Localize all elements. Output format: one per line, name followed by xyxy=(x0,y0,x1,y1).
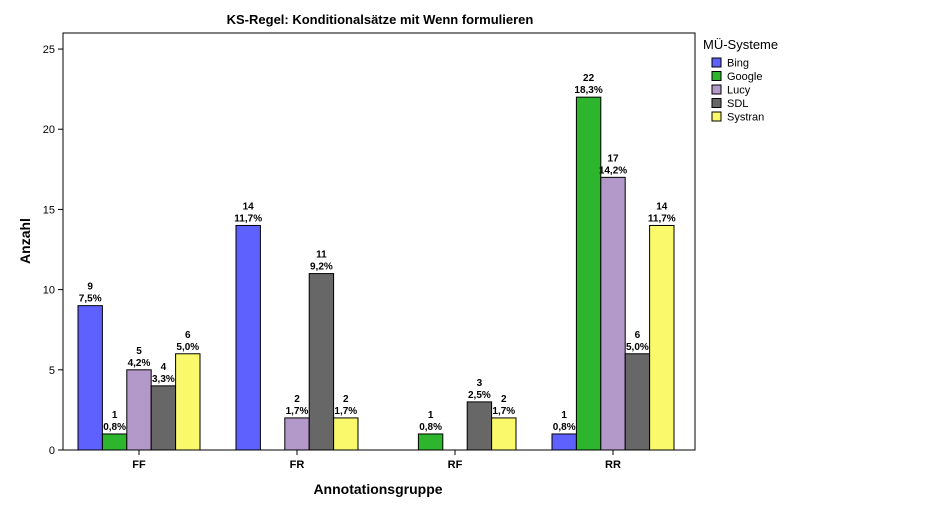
data-label-count: 1 xyxy=(428,410,434,421)
y-tick-label: 25 xyxy=(43,44,55,56)
data-label-count: 22 xyxy=(583,73,595,84)
legend-label-google: Google xyxy=(727,71,762,83)
x-tick-label: RR xyxy=(605,459,621,471)
bar-bing-rr xyxy=(551,433,577,451)
legend-swatch-lucy xyxy=(711,84,722,95)
bar-systran-rr xyxy=(649,224,675,451)
y-tick-label: 5 xyxy=(49,365,55,377)
legend-label-bing: Bing xyxy=(727,58,749,70)
legend-title: MÜ-Systeme xyxy=(703,37,778,52)
data-labels: 97,5%10,8%54,2% 43,3%65,0%1411,7%21,7%119… xyxy=(79,73,676,433)
x-tick-label: RF xyxy=(448,459,463,471)
data-label-percent: 9,2% xyxy=(310,262,333,273)
x-tick-label: FR xyxy=(290,459,305,471)
legend-swatch-sdl xyxy=(711,98,722,108)
y-tick-label: 15 xyxy=(43,204,55,216)
x-axis: FF FR RF RR xyxy=(132,450,621,471)
data-label-percent: 5,0% xyxy=(176,342,199,353)
y-tick-label: 20 xyxy=(43,124,55,136)
data-label-percent: 4,2% xyxy=(128,358,151,369)
y-tick-label: 0 xyxy=(49,445,55,457)
data-label-count: 1 xyxy=(561,410,567,421)
data-label-percent: 3,3% xyxy=(152,374,175,385)
data-label-count: 2 xyxy=(294,394,300,405)
data-label-count: 14 xyxy=(243,201,255,212)
x-axis-title: Annotationsgruppe xyxy=(313,481,442,497)
bar-sdl-rr xyxy=(624,353,651,451)
data-label-count: 2 xyxy=(501,394,507,405)
x-tick-label: FF xyxy=(132,459,146,471)
data-label-percent: 14,2% xyxy=(599,165,627,176)
bar-systran-ff xyxy=(175,353,201,451)
legend-swatch-systran xyxy=(711,111,722,122)
data-label-count: 17 xyxy=(607,153,619,164)
data-label-count: 6 xyxy=(185,330,191,341)
data-label-count: 1 xyxy=(112,410,118,421)
data-label-percent: 0,8% xyxy=(419,422,442,433)
bar-lucy-fr xyxy=(284,417,310,451)
data-label-percent: 1,7% xyxy=(492,406,515,417)
bar-sdl-rf xyxy=(466,401,493,451)
data-label-count: 6 xyxy=(635,330,641,341)
bar-sdl-ff xyxy=(150,385,177,451)
data-label-count: 5 xyxy=(136,346,142,357)
data-label-count: 11 xyxy=(316,250,327,261)
bars xyxy=(77,96,675,451)
y-tick-label: 10 xyxy=(43,285,55,297)
data-label-percent: 0,8% xyxy=(553,422,576,433)
bar-google-rf xyxy=(417,433,444,451)
data-label-percent: 1,7% xyxy=(286,406,309,417)
legend-swatch-google xyxy=(711,71,722,81)
data-label-percent: 11,7% xyxy=(648,213,676,224)
data-label-percent: 0,8% xyxy=(103,422,126,433)
bar-google-rr xyxy=(575,96,602,451)
data-label-percent: 18,3% xyxy=(574,85,602,96)
bar-google-ff xyxy=(101,433,128,451)
legend-swatch-bing xyxy=(711,57,722,68)
legend-label-sdl: SDL xyxy=(727,98,748,110)
data-label-percent: 5,0% xyxy=(626,342,649,353)
data-label-percent: 1,7% xyxy=(334,406,357,417)
data-label-count: 4 xyxy=(161,362,167,373)
bar-bing-ff xyxy=(77,305,103,451)
y-axis: 0 5 10 15 20 25 xyxy=(43,44,63,457)
data-label-count: 2 xyxy=(343,394,349,405)
data-label-count: 9 xyxy=(87,282,93,293)
legend-label-lucy: Lucy xyxy=(727,85,751,97)
bar-sdl-fr xyxy=(308,273,335,451)
bar-bing-fr xyxy=(235,224,261,451)
data-label-count: 3 xyxy=(477,378,483,389)
legend-label-systran: Systran xyxy=(727,112,764,124)
bar-lucy-ff xyxy=(126,369,152,451)
data-label-percent: 7,5% xyxy=(79,294,102,305)
data-label-percent: 11,7% xyxy=(234,213,262,224)
data-label-count: 14 xyxy=(656,201,668,212)
bar-systran-rf xyxy=(491,417,517,451)
bar-systran-fr xyxy=(333,417,359,451)
y-axis-title: Anzahl xyxy=(17,218,33,264)
chart-title: KS-Regel: Konditionalsätze mit Wenn form… xyxy=(227,12,534,27)
data-label-percent: 2,5% xyxy=(468,390,491,401)
bar-lucy-rr xyxy=(600,176,626,451)
